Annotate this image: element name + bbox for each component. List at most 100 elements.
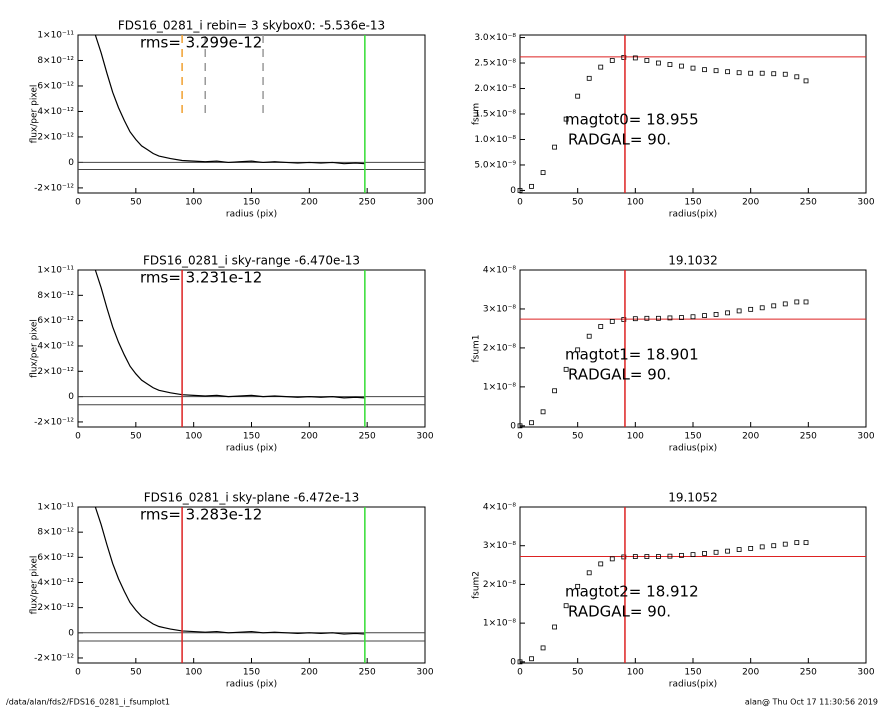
x-axis-label: radius (pix)	[226, 680, 277, 690]
marker	[575, 93, 581, 99]
profile-line	[94, 506, 365, 635]
marker	[540, 170, 546, 176]
x-tick-label: 250	[359, 432, 376, 442]
annotation: RADGAL= 90.	[568, 603, 671, 621]
marker	[575, 347, 581, 353]
x-tick-label: 150	[684, 198, 701, 208]
y-tick-label: 3.0×10⁻⁸	[474, 33, 516, 43]
x-axis-label: radius(pix)	[669, 444, 717, 454]
marker	[679, 315, 684, 320]
y-tick-label: 3×10⁻⁸	[483, 541, 516, 551]
marker	[702, 67, 707, 73]
marker	[529, 420, 534, 426]
x-tick-label: 0	[75, 198, 81, 208]
chart-title: 19.1032	[668, 254, 718, 268]
marker	[563, 116, 569, 122]
marker	[598, 64, 604, 70]
marker	[598, 561, 604, 567]
marker	[632, 55, 638, 61]
marker	[690, 65, 696, 71]
y-axis-label: fsum	[472, 103, 482, 125]
chart-title: 19.1052	[668, 491, 718, 505]
marker	[656, 315, 661, 321]
x-tick-label: 150	[243, 432, 260, 442]
annotation: magtot1= 18.901	[565, 346, 699, 364]
marker	[632, 554, 638, 559]
y-axis-label: flux/per pixel	[30, 319, 40, 378]
marker	[748, 306, 754, 312]
marker	[621, 554, 627, 560]
marker	[759, 305, 765, 311]
y-tick-label: 1×10⁻⁸	[483, 619, 516, 629]
y-tick-label: -2×10⁻¹²	[34, 417, 74, 427]
marker	[575, 583, 581, 589]
y-axis-label: fsum1	[472, 334, 482, 362]
y-axis-label: fsum2	[472, 571, 482, 599]
y-tick-label: 2×10⁻¹²	[37, 132, 74, 142]
marker	[794, 74, 800, 80]
x-tick-label: 150	[243, 198, 260, 208]
marker	[656, 60, 661, 66]
y-tick-label: 6×10⁻¹²	[37, 553, 74, 563]
y-axis-label: flux/per pixel	[30, 85, 40, 144]
marker	[609, 319, 615, 324]
y-tick-label: 1×10⁻¹¹	[37, 31, 74, 41]
annotation: magtot0= 18.955	[565, 111, 699, 129]
marker	[771, 543, 777, 549]
marker	[656, 554, 661, 559]
x-tick-label: 0	[75, 432, 81, 442]
x-tick-label: 200	[301, 432, 318, 442]
marker	[782, 541, 788, 547]
x-tick-label: 150	[684, 668, 701, 678]
marker	[517, 188, 523, 193]
x-tick-label: 0	[517, 198, 523, 208]
marker	[759, 70, 765, 76]
marker	[563, 603, 569, 609]
x-tick-label: 200	[742, 198, 759, 208]
marker	[771, 303, 777, 309]
x-tick-label: 150	[243, 668, 260, 678]
profile-line	[94, 269, 365, 399]
x-axis-label: radius (pix)	[226, 444, 277, 454]
marker	[736, 308, 742, 314]
marker	[529, 183, 534, 189]
marker	[736, 547, 742, 552]
y-tick-label: 6×10⁻¹²	[37, 316, 74, 326]
marker	[540, 645, 546, 651]
marker	[803, 299, 809, 305]
x-axis-label: radius(pix)	[669, 210, 717, 220]
annotation: rms= 3.283e-12	[140, 506, 262, 524]
marker	[644, 554, 650, 559]
y-tick-label: 4×10⁻⁸	[483, 266, 516, 276]
y-tick-label: 2.0×10⁻⁸	[474, 84, 516, 94]
y-tick-label: 5.0×10⁻⁹	[474, 160, 516, 170]
y-tick-label: 2×10⁻¹²	[37, 603, 74, 613]
marker	[759, 544, 765, 550]
marker	[713, 549, 719, 555]
marker	[609, 556, 615, 562]
marker	[679, 552, 684, 558]
x-tick-label: 50	[130, 198, 142, 208]
y-tick-label: 4×10⁻¹²	[37, 341, 74, 351]
x-tick-label: 150	[684, 432, 701, 442]
y-tick-label: 8×10⁻¹²	[37, 528, 74, 538]
y-axis-label: flux/per pixel	[30, 556, 40, 615]
x-tick-label: 50	[572, 668, 584, 678]
x-tick-label: 300	[416, 432, 433, 442]
marker	[702, 313, 707, 318]
x-tick-label: 100	[627, 198, 644, 208]
marker	[552, 144, 557, 150]
marker	[621, 317, 627, 322]
annotation: magtot2= 18.912	[565, 583, 699, 601]
x-tick-label: 250	[359, 668, 376, 678]
annotation: rms= 3.231e-12	[140, 269, 262, 287]
marker	[552, 624, 557, 630]
x-tick-label: 100	[185, 668, 202, 678]
marker	[609, 58, 615, 63]
y-tick-label: 8×10⁻¹²	[37, 56, 74, 66]
marker	[702, 551, 707, 556]
x-tick-label: 200	[301, 668, 318, 678]
y-tick-label: 0	[510, 657, 516, 667]
